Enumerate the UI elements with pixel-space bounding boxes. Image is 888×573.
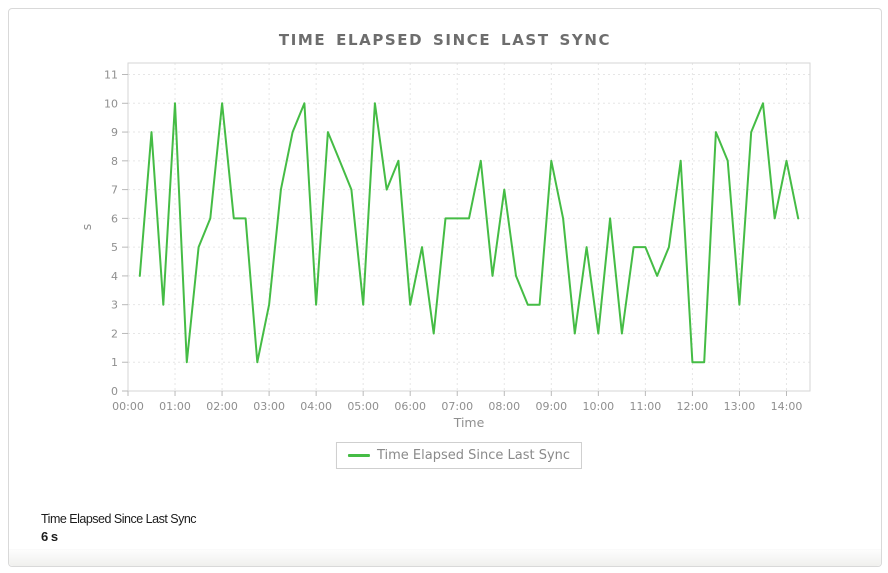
x-tick-label: 14:00 bbox=[771, 400, 803, 413]
y-tick-label: 0 bbox=[111, 385, 118, 398]
y-tick-label: 5 bbox=[111, 241, 118, 254]
x-tick-label: 09:00 bbox=[535, 400, 567, 413]
x-axis-title: Time bbox=[453, 415, 485, 430]
y-tick-label: 1 bbox=[111, 356, 118, 369]
footer-strip bbox=[9, 549, 881, 566]
footer-series-label: Time Elapsed Since Last Sync bbox=[41, 512, 197, 526]
y-tick-label: 9 bbox=[111, 126, 118, 139]
x-tick-label: 11:00 bbox=[630, 400, 662, 413]
y-tick-label: 7 bbox=[111, 184, 118, 197]
legend-item[interactable]: Time Elapsed Since Last Sync bbox=[335, 442, 583, 469]
y-tick-label: 4 bbox=[111, 270, 118, 283]
x-tick-label: 13:00 bbox=[724, 400, 756, 413]
x-tick-label: 02:00 bbox=[206, 400, 238, 413]
footer-current-value: 6 s bbox=[41, 529, 58, 544]
series-line bbox=[138, 102, 800, 364]
x-tick-label: 06:00 bbox=[394, 400, 426, 413]
legend-label: Time Elapsed Since Last Sync bbox=[376, 448, 571, 463]
widget-card: TIME ELAPSED SINCE LAST SYNC 0 1 2 3 4 5 6 7 8 9 1… bbox=[8, 8, 882, 567]
x-tick-label: 07:00 bbox=[441, 400, 473, 413]
x-tick-label: 08:00 bbox=[488, 400, 520, 413]
x-tick-label: 10:00 bbox=[582, 400, 614, 413]
x-tick-label: 12:00 bbox=[677, 400, 709, 413]
y-tick-label: 6 bbox=[111, 212, 118, 225]
x-tick-label: 03:00 bbox=[253, 400, 285, 413]
footer-summary: Time Elapsed Since Last Sync 6 s bbox=[41, 511, 197, 545]
y-axis-title: s bbox=[79, 224, 94, 231]
x-tick-label: 01:00 bbox=[159, 400, 191, 413]
y-tick-label: 8 bbox=[111, 155, 118, 168]
y-tick-label: 2 bbox=[111, 327, 118, 340]
x-tick-label: 04:00 bbox=[300, 400, 332, 413]
chart-svg: 0 1 2 3 4 5 6 7 8 9 10 11 00:00 01:00 02:00 03:00 04:00 0… bbox=[79, 62, 811, 430]
x-tick-label: 05:00 bbox=[347, 400, 379, 413]
y-tick-label: 3 bbox=[111, 299, 118, 312]
x-tick-label: 00:00 bbox=[112, 400, 144, 413]
chart-title: TIME ELAPSED SINCE LAST SYNC bbox=[278, 31, 612, 49]
y-tick-label: 10 bbox=[104, 97, 118, 110]
legend-line-swatch bbox=[347, 454, 370, 457]
y-tick-label: 11 bbox=[104, 69, 118, 82]
plot-border bbox=[127, 62, 811, 392]
